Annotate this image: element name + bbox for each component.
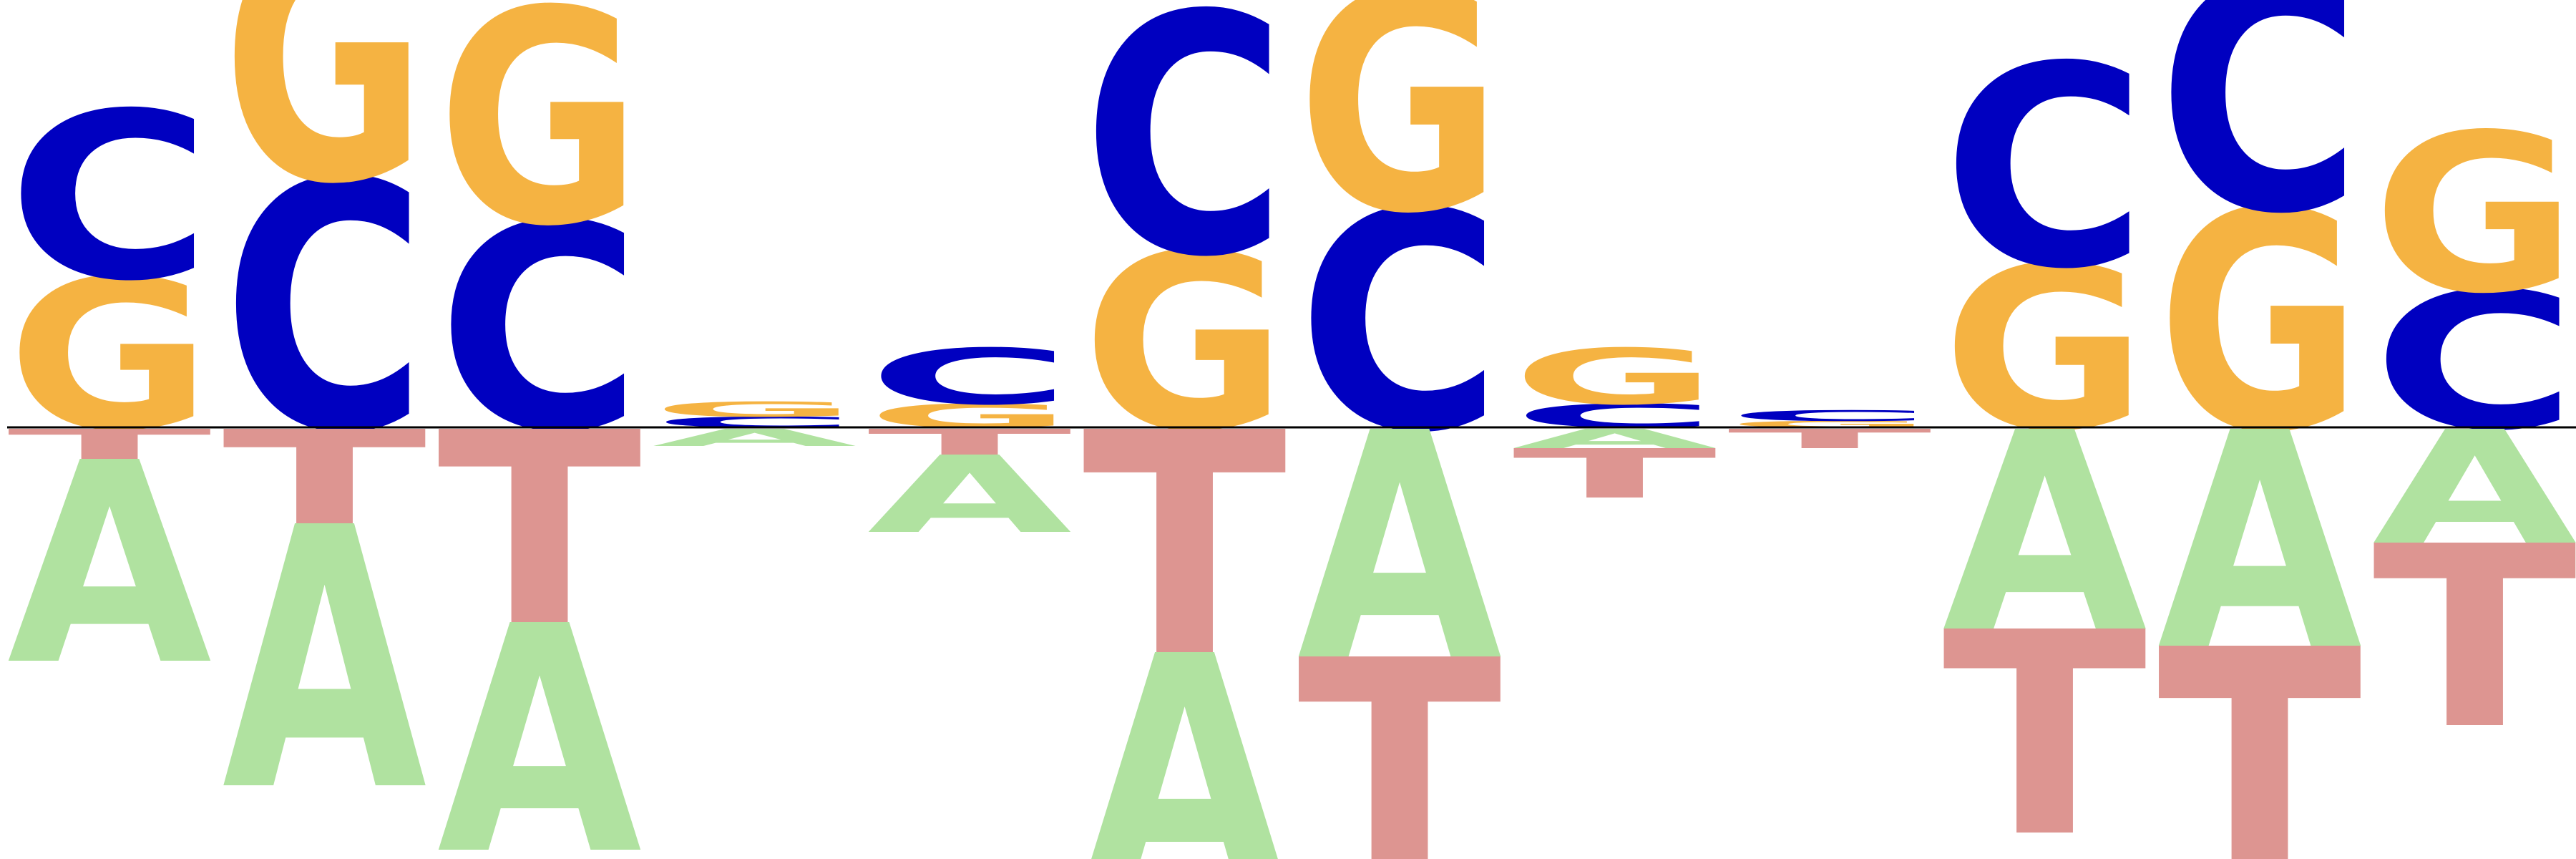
letter-c-pos12-up: C: [2373, 253, 2576, 472]
letter-c-pos3-up: C: [437, 165, 642, 494]
letter-g-pos5-up: G: [867, 397, 1072, 435]
letter-t-pos11-down: T: [2157, 572, 2363, 859]
letter-g-pos7-up: G: [1297, 0, 1502, 279]
letter-t-pos2-down: T: [223, 403, 429, 554]
letter-t-pos12-down: T: [2373, 494, 2576, 785]
letter-a-pos3-down: A: [437, 560, 644, 859]
letter-t-pos1-down: T: [7, 420, 213, 468]
letter-c-pos11-up: C: [2157, 0, 2362, 283]
letter-a-pos6-down: A: [1083, 590, 1289, 859]
letter-c-pos6-up: C: [1083, 0, 1287, 329]
letter-a-pos2-down: A: [223, 452, 429, 859]
letter-a-pos1-down: A: [7, 404, 214, 727]
letter-g-pos1-up: G: [7, 236, 212, 476]
letter-c-pos7-up: C: [1297, 148, 1502, 498]
letter-a-pos4-down: A: [653, 424, 859, 452]
letter-a-pos5-down: A: [867, 434, 1074, 557]
letter-t-pos10-down: T: [1943, 573, 2149, 859]
letter-a-pos8-down: A: [1513, 424, 1719, 455]
letter-t-pos5-down: T: [867, 422, 1073, 462]
letter-g-pos2-up: G: [223, 0, 427, 258]
letter-t-pos7-down: T: [1297, 593, 1503, 859]
letter-c-pos8-up: C: [1513, 397, 1717, 435]
letter-c-pos2-up: C: [223, 110, 427, 508]
letter-g-pos4-up: G: [653, 397, 857, 421]
letter-g-pos11-up: G: [2157, 148, 2362, 498]
letter-t-pos8-down: T: [1513, 435, 1719, 513]
letter-t-pos9-down: T: [1727, 424, 1933, 455]
letter-g-pos12-up: G: [2373, 88, 2576, 342]
letter-g-pos10-up: G: [1943, 220, 2147, 481]
letter-c-pos9-up: C: [1727, 407, 1932, 424]
letter-c-pos10-up: C: [1943, 7, 2147, 329]
letter-g-pos3-up: G: [437, 0, 642, 291]
letter-c-pos5-up: C: [867, 333, 1072, 422]
letter-g-pos8-up: G: [1513, 333, 1717, 422]
letter-c-pos1-up: C: [7, 64, 212, 331]
letter-g-pos6-up: G: [1083, 203, 1287, 485]
